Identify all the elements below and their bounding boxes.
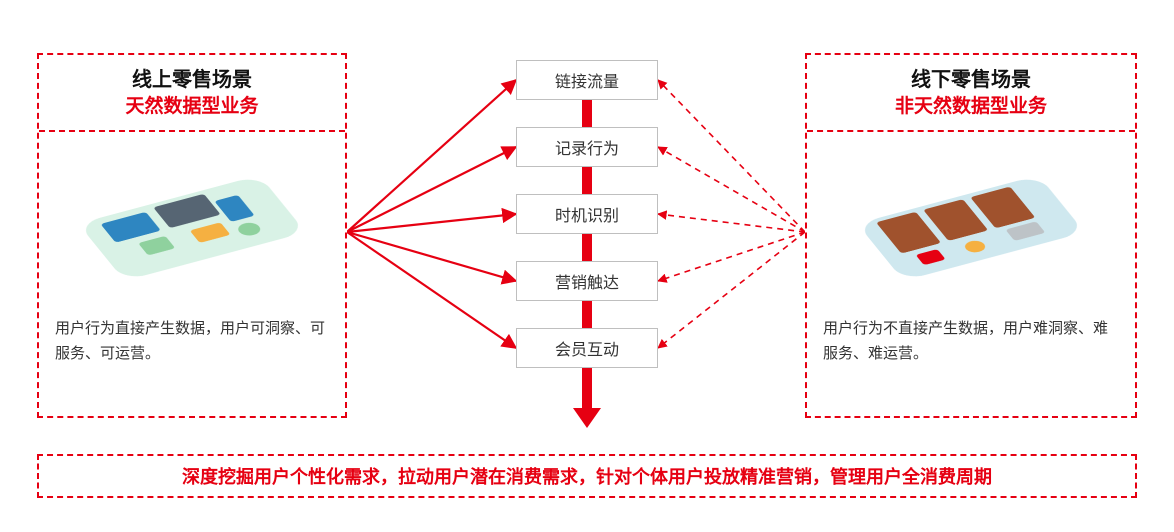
center-node-3: 营销触达 <box>516 261 658 301</box>
center-node-0: 链接流量 <box>516 60 658 100</box>
center-flow-arrowhead-icon <box>573 408 601 428</box>
left-panel-description: 用户行为直接产生数据，用户可洞察、可服务、可运营。 <box>55 316 329 367</box>
center-node-2: 时机识别 <box>516 194 658 234</box>
offline-retail-illustration <box>861 148 1081 308</box>
left-panel-subtitle: 天然数据型业务 <box>47 94 337 120</box>
left-panel-body: 用户行为直接产生数据，用户可洞察、可服务、可运营。 <box>39 132 345 381</box>
right-panel-header: 线下零售场景 非天然数据型业务 <box>807 55 1135 132</box>
right-panel-description: 用户行为不直接产生数据，用户难洞察、难服务、难运营。 <box>823 316 1119 367</box>
right-panel-title: 线下零售场景 <box>815 67 1127 94</box>
bottom-summary-bar: 深度挖掘用户个性化需求，拉动用户潜在消费需求，针对个体用户投放精准营销，管理用户… <box>37 454 1137 498</box>
online-retail-illustration <box>82 148 302 308</box>
center-node-4: 会员互动 <box>516 328 658 368</box>
left-panel-title: 线上零售场景 <box>47 67 337 94</box>
right-panel-offline-retail: 线下零售场景 非天然数据型业务 用户行为不直接产生数据，用户难洞察、难服务、难运… <box>805 53 1137 418</box>
left-panel-header: 线上零售场景 天然数据型业务 <box>39 55 345 132</box>
right-panel-subtitle: 非天然数据型业务 <box>815 94 1127 120</box>
right-panel-body: 用户行为不直接产生数据，用户难洞察、难服务、难运营。 <box>807 132 1135 381</box>
bottom-summary-text: 深度挖掘用户个性化需求，拉动用户潜在消费需求，针对个体用户投放精准营销，管理用户… <box>182 463 992 489</box>
left-panel-online-retail: 线上零售场景 天然数据型业务 用户行为直接产生数据，用户可洞察、可服务、可运营。 <box>37 53 347 418</box>
center-node-1: 记录行为 <box>516 127 658 167</box>
